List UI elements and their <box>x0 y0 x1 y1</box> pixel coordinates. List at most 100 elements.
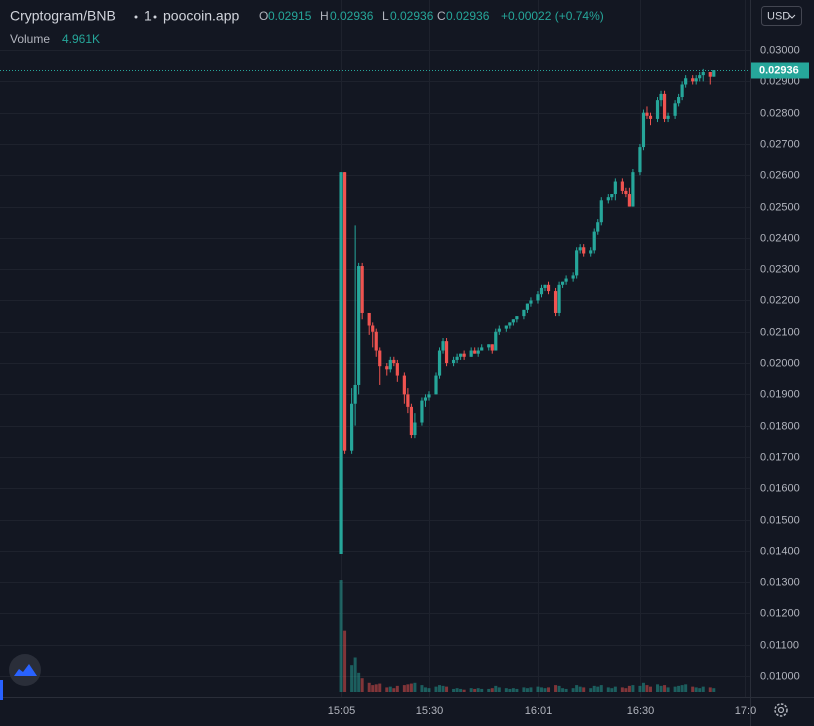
candle-body <box>673 103 677 116</box>
volume-bar <box>627 685 631 692</box>
volume-bar <box>701 686 705 692</box>
logo-mark[interactable] <box>14 664 37 676</box>
volume-bar <box>357 672 361 692</box>
candle-body <box>409 406 413 436</box>
edge-marker <box>0 680 3 700</box>
candle-body <box>350 403 354 451</box>
volume-bar <box>462 689 466 692</box>
candle-body <box>339 172 343 554</box>
volume-bar <box>648 686 652 692</box>
currency-button[interactable]: USD <box>761 6 802 26</box>
volume-bar <box>480 688 484 692</box>
candle-body <box>497 328 501 332</box>
candle-body <box>469 350 473 357</box>
candle-body <box>392 359 396 364</box>
volume-bar <box>343 630 347 692</box>
candle-body <box>371 325 375 332</box>
ohlc-value: 0.02936 <box>446 9 490 23</box>
volume-bar <box>539 687 543 692</box>
candle-body <box>557 284 561 313</box>
volume-bar <box>673 686 677 692</box>
separator <box>153 15 157 19</box>
volume-bar <box>490 688 494 692</box>
dropdown-arrow[interactable] <box>788 14 796 19</box>
candle-body <box>487 344 491 348</box>
volume-bar <box>385 687 389 692</box>
volume-bar <box>708 687 712 692</box>
volume-pane <box>339 580 716 692</box>
candle-body <box>434 375 438 395</box>
candle-body <box>539 287 544 295</box>
volume-bar <box>427 688 431 692</box>
volume-bar <box>402 685 406 692</box>
settings[interactable] <box>774 703 788 717</box>
candle-body <box>529 300 533 304</box>
volume-bar <box>455 688 459 692</box>
candle-body <box>342 172 347 451</box>
volume-bar <box>694 687 698 692</box>
volume-bar <box>434 686 438 692</box>
candle-body <box>610 194 614 198</box>
y-tick-label: 0.01900 <box>760 388 800 400</box>
volume-bar <box>606 687 610 692</box>
gear-inner[interactable] <box>777 706 785 714</box>
candle-body <box>406 394 410 407</box>
source: poocoin.app <box>163 8 240 24</box>
x-tick-label: 17:0 <box>735 705 756 717</box>
candle-body <box>374 331 378 351</box>
y-tick-label: 0.02400 <box>760 232 800 244</box>
candle-body <box>543 284 547 288</box>
volume-bar <box>620 687 624 692</box>
candle-body <box>494 331 498 351</box>
candle-body <box>571 275 575 279</box>
candle-body <box>385 366 389 370</box>
volume-bar <box>543 688 547 692</box>
candle-body <box>522 309 526 317</box>
candle-body <box>536 294 540 301</box>
volume-bar <box>578 686 582 692</box>
volume-bar <box>469 688 473 692</box>
candle-body <box>596 222 600 232</box>
ohlc-key: O <box>259 9 268 23</box>
candle-body <box>627 194 631 207</box>
volume-bar <box>378 683 382 692</box>
gear-outer[interactable] <box>774 703 788 717</box>
volume-bar <box>684 684 688 692</box>
y-tick-label: 0.01500 <box>760 514 800 526</box>
volume-bar <box>596 686 600 692</box>
last-price-label: 0.02936 <box>759 64 799 76</box>
candle-body <box>511 319 515 323</box>
x-tick-label: 15:05 <box>328 705 356 717</box>
volume-bar <box>413 682 417 692</box>
ohlc-key: H <box>320 9 329 23</box>
volume-bar <box>476 688 480 692</box>
ohlc-key: C <box>437 9 446 23</box>
ohlc-key: L <box>382 9 389 23</box>
candle-body <box>613 181 617 195</box>
candle-body <box>476 350 480 354</box>
candle-body <box>490 344 494 351</box>
candle-body <box>413 422 417 436</box>
candle-body <box>589 250 593 254</box>
volume-bar <box>452 688 456 692</box>
candle-body <box>620 181 624 191</box>
currency[interactable]: USD <box>767 10 790 22</box>
candle-body <box>691 78 695 82</box>
volume-bar <box>645 685 649 692</box>
volume-bar <box>525 688 529 692</box>
y-tick-label: 0.01200 <box>760 607 800 619</box>
volume-bar <box>554 685 558 692</box>
currency-button-frame[interactable] <box>761 6 802 26</box>
volume-bar <box>374 684 378 692</box>
candle-body <box>388 359 392 370</box>
volume-bar <box>504 688 508 692</box>
y-tick-label: 0.02300 <box>760 263 800 275</box>
logo[interactable] <box>9 654 41 686</box>
volume-bar <box>438 685 442 692</box>
volume-bar <box>522 687 526 692</box>
candle-body <box>546 284 551 292</box>
volume-bar <box>511 688 515 692</box>
volume-bar <box>691 686 695 692</box>
candle-body <box>560 281 565 285</box>
x-tick-label: 15:30 <box>416 705 444 717</box>
